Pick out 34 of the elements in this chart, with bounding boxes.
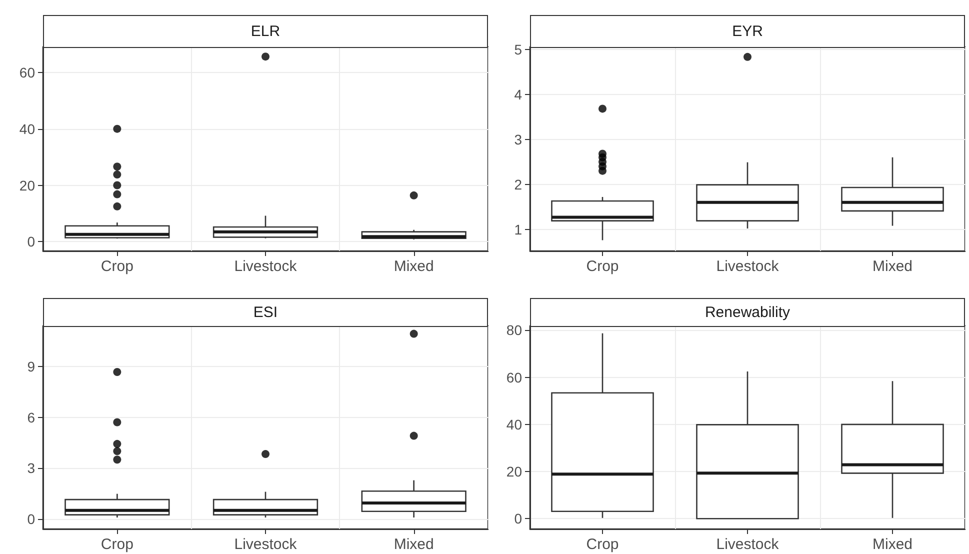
- y-tick-label: 5: [514, 41, 522, 58]
- y-tick-label: 9: [27, 358, 36, 375]
- y-tick-label: 3: [514, 131, 522, 148]
- chart-title: ELR: [43, 15, 488, 48]
- y-tick-label: 6: [27, 409, 36, 426]
- y-tick-label: 0: [27, 234, 36, 250]
- y-tick-label: 4: [514, 86, 522, 102]
- y-tick-label: 20: [506, 464, 522, 480]
- y-tick-label: 2: [514, 176, 522, 192]
- x-tick-label: Mixed: [872, 536, 913, 553]
- y-tick-label: 1: [514, 221, 522, 238]
- y-tick-label: 60: [19, 64, 36, 80]
- chart-title: ESI: [43, 298, 488, 327]
- x-tick-label: Crop: [586, 536, 619, 553]
- x-tick-label: Crop: [586, 258, 619, 275]
- y-tick-label: 60: [506, 369, 522, 386]
- x-tick-label: Livestock: [234, 536, 298, 553]
- x-tick-label: Livestock: [716, 258, 780, 275]
- chart-title: Renewability: [530, 298, 965, 327]
- y-tick-label: 3: [27, 460, 36, 476]
- chart-title: EYR: [530, 15, 965, 48]
- y-tick-label: 80: [506, 322, 522, 338]
- x-tick-label: Crop: [100, 536, 134, 553]
- y-tick-label: 0: [27, 510, 36, 527]
- y-tick-label: 20: [19, 177, 36, 194]
- x-tick-label: Mixed: [394, 536, 434, 553]
- y-tick-label: 40: [506, 416, 522, 432]
- x-tick-label: Mixed: [872, 258, 913, 275]
- y-tick-label: 0: [514, 510, 522, 527]
- y-tick-label: 40: [19, 120, 36, 137]
- x-tick-label: Crop: [100, 258, 134, 275]
- x-tick-label: Mixed: [394, 258, 434, 275]
- x-tick-label: Livestock: [716, 536, 780, 553]
- x-tick-label: Livestock: [234, 258, 298, 275]
